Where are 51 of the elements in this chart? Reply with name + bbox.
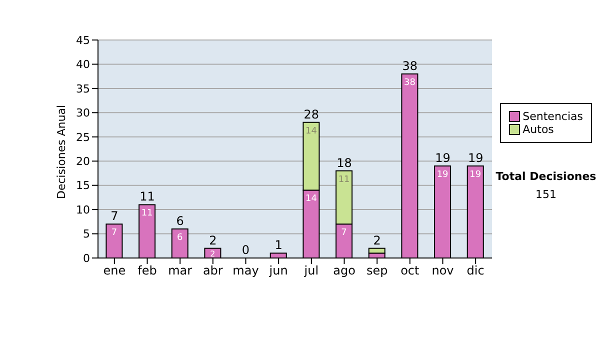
data-label: 14 <box>305 194 318 204</box>
data-label: 19 <box>436 170 449 180</box>
total-label: 0 <box>242 243 250 257</box>
x-tick-label: nov <box>432 264 454 278</box>
y-tick-label: 5 <box>83 228 90 241</box>
x-tick-label: feb <box>138 264 157 278</box>
y-tick-label: 40 <box>76 58 90 72</box>
data-label: 11 <box>338 174 350 185</box>
y-tick-label: 30 <box>76 106 90 120</box>
total-label: 1 <box>274 238 282 252</box>
x-tick-label: jul <box>303 264 319 278</box>
total-label: 2 <box>373 233 381 248</box>
data-label: 38 <box>404 78 416 88</box>
total-label: 2 <box>209 233 217 248</box>
total-label: 19 <box>468 150 484 165</box>
data-label: 2 <box>210 250 216 259</box>
y-tick-label: 45 <box>76 34 90 47</box>
x-tick-label: dic <box>466 264 484 278</box>
text: 151 <box>534 188 558 201</box>
x-tick-label: ago <box>333 264 356 278</box>
total-label: 28 <box>304 107 320 122</box>
legend-label: Sentencias <box>522 110 583 123</box>
data-label: 19 <box>470 170 482 180</box>
y-tick-label: 25 <box>76 130 90 144</box>
x-tick-label: sep <box>366 264 388 278</box>
total-label: 7 <box>110 209 118 224</box>
y-tick-label: 10 <box>76 203 90 216</box>
legend-label: Autos <box>522 123 554 136</box>
data-label: 14 <box>305 126 318 136</box>
total-label: 6 <box>176 214 184 228</box>
total-label: 19 <box>435 150 450 165</box>
x-tick-label: jun <box>268 264 288 278</box>
y-axis-title: Decisiones Anual <box>54 104 68 199</box>
y-tick-label: 0 <box>83 252 90 265</box>
x-tick-label: mar <box>168 264 192 278</box>
data-label: 6 <box>177 232 184 243</box>
y-tick-label: 15 <box>76 179 90 192</box>
data-label: 11 <box>141 208 153 219</box>
x-tick-label: abr <box>202 264 223 278</box>
data-label: 7 <box>111 228 118 238</box>
total-label: 18 <box>336 156 352 170</box>
bar <box>368 248 386 254</box>
x-tick-label: may <box>232 264 259 278</box>
x-tick-label: ene <box>103 264 126 278</box>
data-label: 7 <box>341 228 347 238</box>
text: Total Decisiones <box>494 170 598 183</box>
y-tick-label: 35 <box>76 82 90 96</box>
total-label: 11 <box>140 190 155 204</box>
x-tick-label: oct <box>400 264 420 278</box>
total-label: 38 <box>402 58 418 73</box>
y-tick-label: 20 <box>76 155 90 168</box>
